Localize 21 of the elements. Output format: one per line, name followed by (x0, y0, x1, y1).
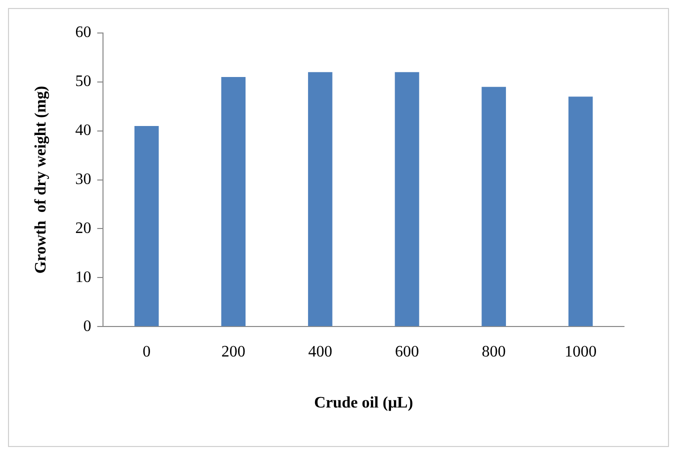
y-tick-label: 20 (75, 220, 92, 237)
x-tick-label: 600 (395, 343, 419, 360)
y-tick-label: 50 (75, 73, 92, 90)
y-axis-title: Growth of dry weight (mg) (32, 86, 50, 274)
x-tick-label: 200 (221, 343, 246, 360)
x-tick-label: 800 (482, 343, 506, 360)
bar (482, 86, 506, 326)
y-tick-label: 10 (75, 268, 92, 286)
y-tick-label: 40 (75, 122, 92, 140)
y-tick-label: 60 (75, 24, 92, 42)
x-axis-title: Crude oil (μL) (314, 394, 414, 412)
y-tick-label: 0 (83, 318, 92, 335)
bar (308, 72, 332, 326)
bar (568, 96, 593, 326)
bar (134, 126, 159, 326)
y-tick-label: 30 (75, 171, 92, 188)
bar (394, 72, 420, 326)
bar (221, 77, 246, 326)
x-tick-label: 400 (308, 343, 332, 360)
x-tick-label: 1000 (564, 343, 597, 360)
x-tick-label: 0 (142, 343, 151, 360)
